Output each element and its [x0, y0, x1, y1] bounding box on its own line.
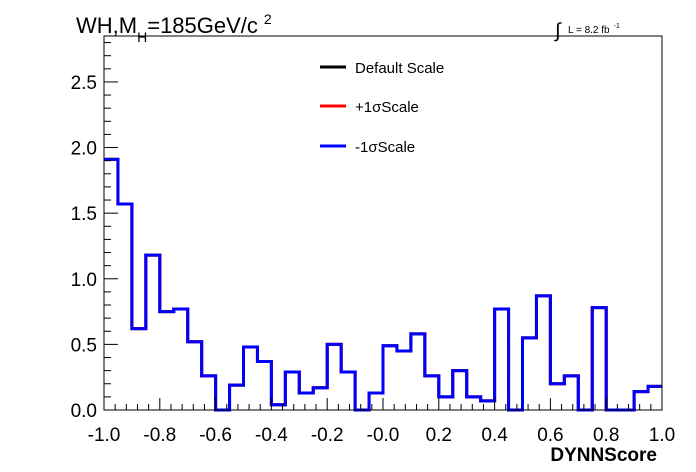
legend-label: Default Scale	[355, 60, 444, 77]
x-tick-label: 1.0	[649, 425, 675, 446]
y-tick-label: 0.0	[71, 401, 97, 422]
x-tick-label: 0.8	[593, 425, 619, 446]
x-axis-label: DYNNScore	[550, 445, 657, 466]
x-tick-label: 0.6	[537, 425, 563, 446]
x-tick-label: 0.2	[426, 425, 452, 446]
series-line	[104, 157, 662, 412]
x-tick-label: -0.6	[199, 425, 232, 446]
axis-ticks	[103, 42, 663, 411]
x-tick-label: -1.0	[88, 425, 121, 446]
lumi-label: L = 8.2 fb -1	[568, 23, 620, 36]
x-tick-label: 0.4	[481, 425, 508, 446]
y-tick-labels: 0.0 0.5 1.0 1.5 2.0 2.5	[71, 73, 97, 422]
legend-label: +1σScale	[355, 99, 419, 116]
legend-label: -1σScale	[355, 139, 415, 156]
y-tick-label: 1.5	[71, 204, 97, 225]
series-layer	[104, 157, 662, 412]
x-tick-labels: -1.0 -0.8 -0.6 -0.4 -0.2 -0.0 0.2 0.4 0.6 0.8 1.0	[88, 425, 676, 446]
y-tick-label: 2.5	[71, 73, 97, 94]
legend: Default Scale +1σScale -1σScale	[320, 60, 444, 156]
y-tick-label: 2.0	[71, 139, 97, 160]
lumi-integral-sign: ∫	[554, 20, 562, 42]
x-tick-label: -0.0	[367, 425, 400, 446]
x-tick-label: -0.2	[311, 425, 344, 446]
chart-title: WH,MH=185GeV/c 2	[76, 11, 272, 45]
y-tick-label: 0.5	[71, 335, 97, 356]
y-tick-label: 1.0	[71, 270, 97, 291]
x-tick-label: -0.8	[143, 425, 176, 446]
x-tick-label: -0.4	[255, 425, 288, 446]
